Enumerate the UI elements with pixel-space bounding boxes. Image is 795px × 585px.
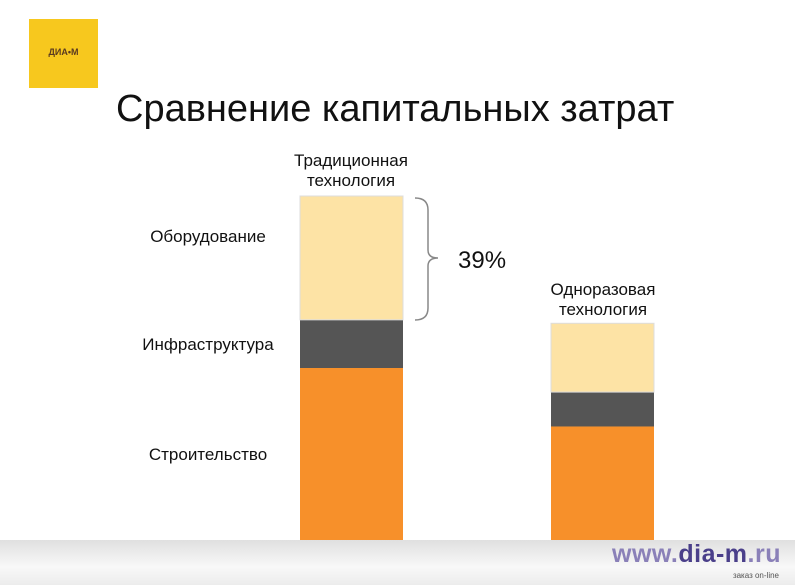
logo-text: ДИА•М	[48, 47, 79, 57]
website-link[interactable]: www.dia-m.ru	[612, 540, 781, 568]
bar-segment-1-1	[551, 392, 654, 427]
slide-title: Сравнение капитальных затрат	[116, 88, 675, 130]
bar-segment-0-2	[299, 195, 404, 321]
category-label-1: Одноразовая технология	[551, 280, 656, 319]
bar-segment-0-1	[300, 319, 403, 368]
brace-annotation	[414, 197, 439, 321]
order-online-text: заказ on-line	[732, 571, 779, 580]
bar-segment-1-2	[550, 322, 655, 393]
bar-segment-1-0	[551, 426, 654, 540]
company-logo: ДИА•М	[29, 19, 98, 88]
annotation-label: 39%	[458, 247, 506, 274]
category-label-0: Традиционная технология	[294, 151, 408, 190]
bar-segment-0-0	[300, 368, 403, 540]
footer-band	[0, 540, 795, 585]
legend-label-equipment: Оборудование	[150, 227, 266, 246]
legend-label-infrastructure: Инфраструктура	[142, 335, 274, 354]
legend-label-construction: Строительство	[149, 445, 267, 464]
